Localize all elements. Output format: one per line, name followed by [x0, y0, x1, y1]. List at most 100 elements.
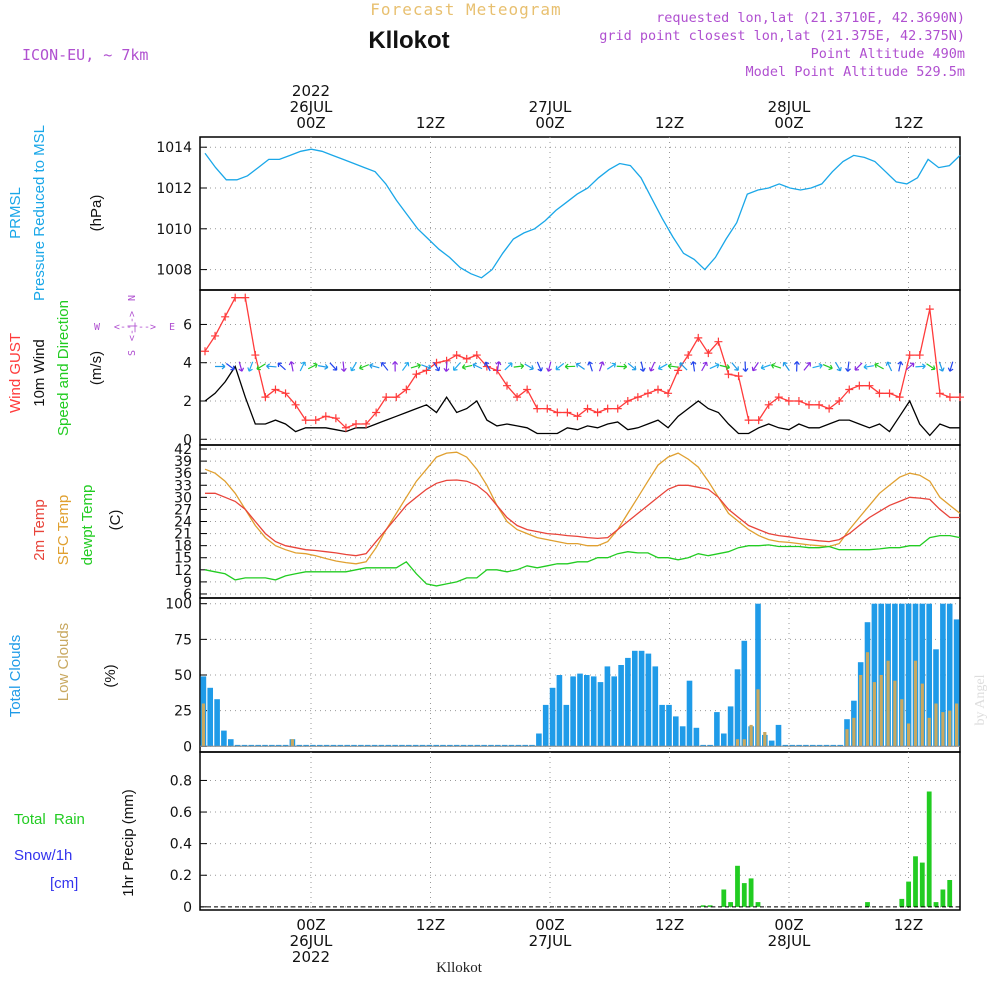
wind-direction-arrow	[513, 363, 525, 370]
y-tick-label: 6	[183, 587, 192, 603]
time-label-top: 12Z	[416, 114, 445, 132]
total-cloud-bar	[632, 650, 638, 747]
gust-marker	[855, 381, 864, 390]
total-cloud-bar	[871, 603, 878, 747]
gust-marker	[925, 305, 934, 314]
gust-marker	[905, 351, 914, 360]
total-cloud-bar	[330, 744, 337, 747]
temp-unit: (C)	[107, 510, 124, 531]
gust-marker	[774, 393, 783, 402]
time-label-top: 00Z	[296, 114, 325, 132]
low-cloud-bar	[934, 703, 938, 747]
total-cloud-bar	[440, 744, 446, 747]
total-cloud-bar	[638, 650, 645, 747]
total-cloud-bar	[275, 744, 282, 747]
time-label-bottom: 26JUL	[290, 932, 333, 950]
total-cloud-bar	[501, 744, 508, 747]
low-cloud-bar	[948, 710, 952, 747]
y-tick-label: 21	[174, 527, 192, 543]
total-cloud-bar	[625, 657, 631, 747]
total-cloud-bar	[926, 603, 932, 747]
low-cloud-bar	[907, 723, 911, 747]
y-tick-label: 39	[174, 454, 192, 470]
total-cloud-bar	[296, 744, 303, 747]
wind-direction-arrow	[915, 363, 926, 370]
wind-direction-arrow	[719, 364, 731, 370]
gust-marker	[714, 337, 723, 346]
gust-marker	[915, 351, 924, 360]
rain-bar	[899, 898, 905, 907]
point-altitude: Point Altitude 490m	[811, 46, 965, 62]
gust-marker	[271, 385, 280, 394]
compass-arrows: <--|-->	[114, 322, 156, 333]
wind-direction-arrow	[874, 362, 884, 370]
total-cloud-bar	[946, 603, 953, 747]
time-label-bottom: 27JUL	[529, 932, 572, 950]
gust-marker	[211, 331, 220, 340]
sfc-label: SFC Temp	[55, 495, 72, 566]
total-cloud-bar	[611, 676, 617, 747]
gust-marker	[372, 408, 381, 417]
rain-bar	[741, 883, 747, 907]
low-cloud-bar	[955, 703, 959, 747]
total-cloud-bar	[310, 744, 316, 747]
wind-direction-arrow	[546, 361, 552, 372]
low-cloud-bar	[920, 683, 924, 747]
gust-marker	[543, 404, 552, 413]
total-cloud-bar	[755, 603, 761, 747]
pressure-label-2: Pressure Reduced to MSL	[31, 125, 48, 301]
gust-marker	[452, 351, 461, 360]
rain-bar	[919, 862, 925, 907]
wind-direction-arrow	[453, 362, 461, 371]
low-cloud-bar	[879, 675, 883, 747]
total-cloud-bar	[782, 744, 789, 747]
gust-marker	[754, 416, 763, 425]
gust-marker	[694, 333, 703, 342]
total-cloud-bar	[433, 744, 439, 747]
gust-marker	[291, 400, 300, 409]
credit-watermark: by Angel	[973, 674, 988, 725]
low-cloud-bar	[290, 739, 294, 747]
wind-direction-arrow	[433, 361, 441, 372]
gust-marker	[321, 412, 330, 421]
time-label-bottom: 12Z	[894, 916, 923, 934]
y-tick-label: 4	[183, 356, 192, 372]
wind-direction-arrow	[359, 364, 370, 371]
total-cloud-bar	[419, 744, 426, 747]
wind-direction-arrow	[926, 363, 936, 371]
rain-bar	[913, 856, 918, 907]
low-cloud-bar	[893, 680, 897, 747]
gust-marker	[241, 293, 250, 302]
gust-marker	[402, 385, 411, 394]
total-cloud-bar	[406, 744, 412, 747]
total-cloud-bar	[495, 744, 501, 747]
total-cloud-bar	[590, 676, 597, 747]
wind-direction-arrow	[225, 363, 235, 371]
total-cloud-bar	[823, 744, 830, 747]
y-tick-label: 33	[174, 478, 192, 494]
time-label-bottom: 12Z	[655, 916, 684, 934]
y-tick-label: 30	[174, 490, 192, 506]
total-cloud-bar	[673, 716, 679, 747]
wind-direction-arrow	[606, 362, 617, 370]
wind-direction-arrow	[564, 363, 576, 370]
time-label-top: 12Z	[894, 114, 923, 132]
low-cloud-bar	[941, 712, 945, 747]
y-tick-label: 25	[174, 704, 192, 720]
panel-frame-w	[199, 289, 961, 446]
gust-marker	[583, 404, 592, 413]
wind-direction-arrow	[845, 361, 851, 372]
total-cloud-bar	[392, 744, 398, 747]
total-cloud-bar	[467, 744, 474, 747]
compass-w: W	[94, 322, 101, 333]
y-tick-label: 1014	[156, 140, 192, 156]
total-cloud-bar	[241, 744, 248, 747]
time-label-top: 00Z	[774, 114, 803, 132]
total-cloud-bar	[255, 744, 261, 747]
gust-marker	[885, 389, 894, 398]
total-cloud-bar	[536, 733, 542, 747]
wind-direction-arrow	[667, 363, 679, 370]
precip-unit: 1hr Precip (mm)	[120, 789, 137, 897]
total-cloud-bar	[542, 704, 549, 747]
total-cloud-bar	[508, 744, 515, 747]
